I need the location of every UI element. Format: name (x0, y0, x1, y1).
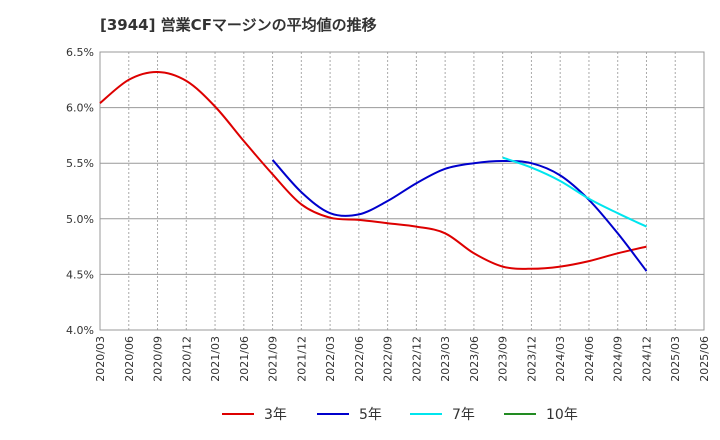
x-tick-label: 2021/12 (295, 336, 308, 382)
series-lines (99, 70, 648, 272)
y-axis: 4.0% 4.5% 5.0% 5.5% 6.0% 6.5% (66, 46, 94, 337)
series-line-5年 (271, 159, 648, 272)
x-tick-label: 2024/09 (612, 336, 625, 382)
x-tick-label: 2022/03 (324, 336, 337, 382)
series-line-3年 (99, 70, 647, 270)
x-tick-label: 2021/03 (209, 336, 222, 382)
x-tick-label: 2020/03 (94, 336, 107, 382)
x-tick-label: 2024/03 (554, 336, 567, 382)
x-tick-label: 2023/09 (497, 336, 510, 382)
x-tick-label: 2022/09 (382, 336, 395, 382)
x-tick-label: 2022/12 (410, 336, 423, 382)
x-tick-label: 2023/03 (439, 336, 452, 382)
x-tick-label: 2020/09 (152, 336, 165, 382)
x-tick-label: 2021/06 (238, 336, 251, 382)
legend-label: 7年 (452, 407, 475, 423)
x-tick-label: 2022/06 (353, 336, 366, 382)
x-tick-label: 2024/12 (640, 336, 653, 382)
y-tick-label: 6.0% (66, 102, 94, 115)
y-tick-label: 5.5% (66, 157, 94, 170)
y-tick-label: 4.0% (66, 324, 94, 337)
legend-label: 5年 (359, 407, 382, 423)
y-tick-label: 5.0% (66, 213, 94, 226)
legend: 3年 5年 7年 10年 (222, 407, 578, 423)
x-tick-label: 2024/06 (583, 336, 596, 382)
series-line-7年 (502, 156, 647, 228)
x-tick-label: 2020/06 (123, 336, 136, 382)
x-tick-label: 2020/12 (180, 336, 193, 382)
x-tick-label: 2021/09 (267, 336, 280, 382)
x-axis: 2020/03 2020/06 2020/09 2020/12 2021/03 2021/… (94, 336, 711, 382)
x-tick-label: 2023/12 (525, 336, 538, 382)
y-tick-label: 4.5% (66, 268, 94, 281)
legend-label: 3年 (264, 407, 287, 423)
legend-label: 10年 (546, 407, 578, 423)
y-tick-label: 6.5% (66, 46, 94, 59)
x-tick-label: 2025/06 (698, 336, 711, 382)
plot-frame (99, 51, 705, 331)
chart-title: [3944] 営業CFマージンの平均値の推移 (100, 16, 377, 34)
x-tick-label: 2023/06 (468, 336, 481, 382)
x-tick-label: 2025/03 (669, 336, 682, 382)
